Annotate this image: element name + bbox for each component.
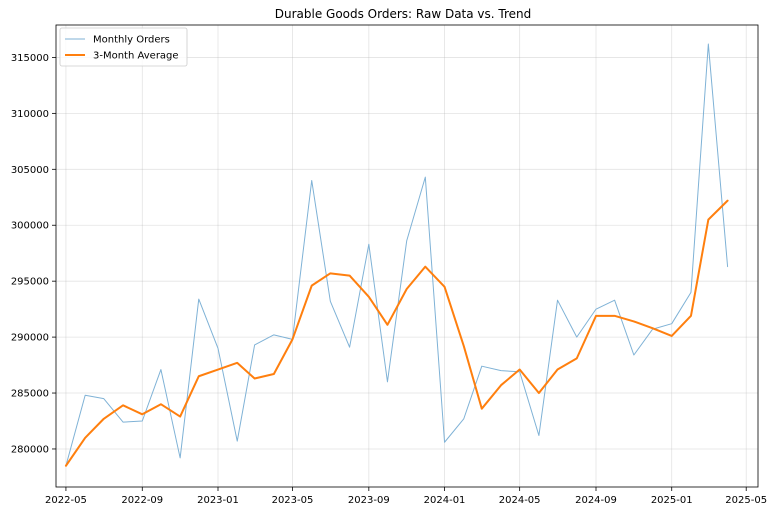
y-axis: 280000 285000 290000 295000 300000 305000 3100… (11, 53, 56, 455)
y-tick-label: 305000 (11, 165, 49, 176)
legend-label-monthly-orders: Monthly Orders (93, 35, 170, 46)
x-tick-label: 2025-05 (725, 495, 767, 506)
legend: Monthly Orders 3-Month Average (59, 27, 188, 67)
x-tick-label: 2022-09 (121, 495, 163, 506)
legend-label-3-month-average: 3-Month Average (93, 51, 179, 62)
y-tick-label: 280000 (11, 444, 49, 455)
x-tick-label: 2024-05 (499, 495, 541, 506)
y-tick-label: 300000 (11, 221, 49, 232)
series-line-3-month-average (64, 199, 729, 467)
x-tick-label: 2023-09 (348, 495, 390, 506)
x-axis: 2022-05 2022-09 2023-01 2023-05 2023-09 2024-… (45, 487, 767, 506)
series-line-monthly-orders (65, 43, 729, 467)
x-tick-label: 2024-01 (424, 495, 466, 506)
y-tick-label: 315000 (11, 53, 49, 64)
series-group (64, 43, 729, 467)
y-tick-label: 290000 (11, 333, 49, 344)
y-tick-label: 285000 (11, 389, 49, 400)
chart-title: Durable Goods Orders: Raw Data vs. Trend (275, 7, 532, 21)
y-tick-label: 310000 (11, 109, 49, 120)
x-tick-label: 2024-09 (575, 495, 617, 506)
legend-box (59, 27, 188, 67)
plot-area-frame (55, 24, 759, 488)
x-tick-label: 2023-05 (272, 495, 314, 506)
x-tick-label: 2023-01 (197, 495, 239, 506)
x-tick-label: 2022-05 (45, 495, 87, 506)
grid (56, 25, 758, 487)
y-tick-label: 295000 (11, 277, 49, 288)
x-tick-label: 2025-01 (651, 495, 693, 506)
